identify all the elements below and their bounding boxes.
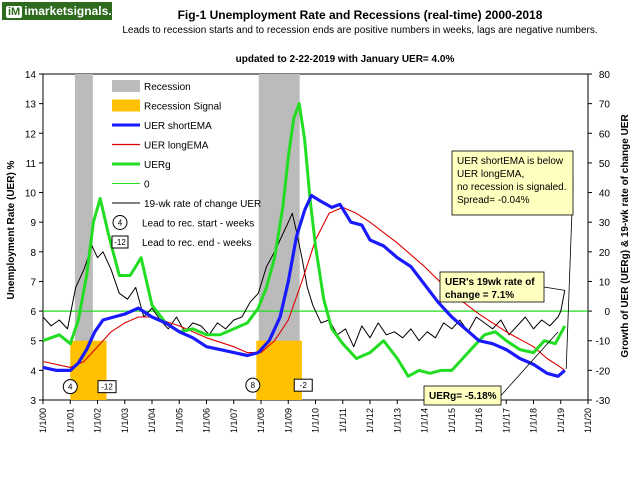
- y-left-tick-label: 6: [30, 307, 36, 318]
- y-left-tick-label: 11: [26, 159, 37, 170]
- y-right-tick-label: 50: [599, 159, 611, 170]
- x-tick-label: 1/1/04: [147, 408, 157, 433]
- x-tick-label: 1/1/02: [93, 408, 103, 433]
- y-left-tick-label: 9: [30, 218, 36, 229]
- x-tick-label: 1/1/06: [202, 408, 212, 433]
- x-tick-label: 1/1/05: [174, 408, 184, 433]
- legend-label: Recession: [144, 82, 191, 93]
- series-line-uerg: [42, 102, 567, 378]
- legend-label: Recession Signal: [144, 102, 221, 113]
- legend-label: Lead to rec. start - weeks: [142, 219, 254, 230]
- x-tick-label: 1/1/08: [256, 408, 266, 433]
- lag-marker: [293, 378, 313, 392]
- x-tick-label: 1/1/14: [420, 408, 430, 433]
- legend-label: UERg: [144, 160, 171, 171]
- y-left-tick-label: 10: [25, 189, 37, 200]
- y-axis-left-label: Unemployment Rate (UER) %: [6, 160, 17, 299]
- x-tick-label: 1/1/10: [311, 408, 321, 433]
- x-tick-label: 1/1/16: [474, 408, 484, 433]
- series-line-19-wk-rate-of-change-uer: [42, 212, 566, 348]
- y-right-tick-label: 0: [604, 307, 610, 318]
- x-tick-label: 1/1/13: [392, 408, 402, 433]
- legend-swatch: [112, 99, 140, 112]
- legend-marker-value: 4: [118, 219, 123, 228]
- x-tick-label: 1/1/19: [556, 408, 566, 433]
- legend-label: UER shortEMA: [144, 121, 212, 132]
- logo-text: imarketsignals.com: [24, 4, 137, 18]
- x-tick-label: 1/1/11: [338, 408, 348, 432]
- callout-pointer: [543, 286, 565, 291]
- callout-box: [451, 150, 574, 216]
- marker-value: -12: [101, 383, 113, 392]
- y-left-tick-label: 5: [30, 337, 36, 348]
- callout-box: [439, 271, 545, 303]
- legend-lead-marker: [112, 215, 128, 230]
- y-left-tick-label: 14: [25, 70, 37, 81]
- y-right-tick-label: 60: [599, 129, 611, 140]
- marker-value: 4: [68, 383, 73, 392]
- callout-text: change = 7.1%: [445, 290, 514, 301]
- callout-text: UER shortEMA is below: [457, 156, 564, 167]
- update-note: updated to 2-22-2019 with January UER= 4…: [236, 54, 455, 65]
- legend-label: 19-wk rate of change UER: [144, 199, 261, 210]
- legend-lag-marker: [111, 235, 129, 249]
- y-left-tick-label: 12: [25, 129, 37, 140]
- callout-text: UER's 19wk rate of: [445, 277, 535, 288]
- y-right-tick-label: -10: [596, 337, 611, 348]
- callout-text: Spread= -0.04%: [457, 195, 530, 206]
- y-left-tick-label: 13: [25, 100, 37, 111]
- y-left-tick-label: 7: [30, 277, 36, 288]
- x-tick-label: 1/1/15: [447, 408, 457, 433]
- y-right-tick-label: -30: [596, 396, 611, 407]
- legend-label: UER longEMA: [144, 141, 209, 152]
- x-tick-label: 1/1/20: [583, 408, 593, 433]
- marker-value: 8: [251, 381, 256, 390]
- callout-pointer: [500, 331, 559, 396]
- x-tick-label: 1/1/09: [283, 408, 293, 433]
- y-left-tick-label: 4: [30, 366, 36, 377]
- callout-text: UERg= -5.18%: [429, 391, 497, 402]
- y-left-tick-label: 3: [30, 396, 36, 407]
- legend-label: Lead to rec. end - weeks: [142, 238, 252, 249]
- y-right-tick-label: 40: [599, 189, 611, 200]
- x-tick-label: 1/1/03: [120, 408, 130, 433]
- y-left-tick-label: 8: [30, 248, 36, 259]
- x-tick-label: 1/1/00: [38, 408, 48, 433]
- x-tick-label: 1/1/07: [229, 408, 239, 433]
- legend-swatch: [112, 80, 140, 92]
- y-right-tick-label: 20: [599, 248, 611, 259]
- chart-subtitle: Leads to recession starts and to recessi…: [122, 25, 597, 36]
- series-line-uer-longema: [42, 206, 566, 371]
- y-right-tick-label: 70: [599, 100, 611, 111]
- y-right-tick-label: 10: [599, 277, 611, 288]
- marker-value: -2: [300, 381, 308, 390]
- legend-label: 0: [144, 180, 150, 191]
- callout-box: [423, 385, 502, 406]
- y-right-tick-label: 80: [599, 70, 611, 81]
- lag-marker: [97, 380, 117, 394]
- callout-text: UER longEMA,: [457, 169, 524, 180]
- legend-marker-value: -12: [114, 238, 126, 247]
- logo-badge: iM: [6, 6, 23, 18]
- lead-marker: [245, 377, 261, 393]
- x-tick-label: 1/1/18: [529, 408, 539, 433]
- lead-marker: [62, 379, 78, 395]
- series-line-uer-shortema: [42, 193, 566, 378]
- y-axis-right-label: Growth of UER (UERg) & 19-wk rate of cha…: [620, 114, 631, 358]
- x-tick-label: 1/1/12: [365, 408, 375, 433]
- x-tick-label: 1/1/01: [65, 408, 75, 433]
- x-tick-label: 1/1/17: [501, 408, 511, 433]
- site-logo[interactable]: iM imarketsignals.com: [2, 2, 136, 20]
- callout-text: no recession is signaled.: [457, 182, 567, 193]
- chart-title: Fig-1 Unemployment Rate and Recessions (…: [178, 8, 543, 22]
- y-right-tick-label: 30: [599, 218, 611, 229]
- y-right-tick-label: -20: [596, 366, 611, 377]
